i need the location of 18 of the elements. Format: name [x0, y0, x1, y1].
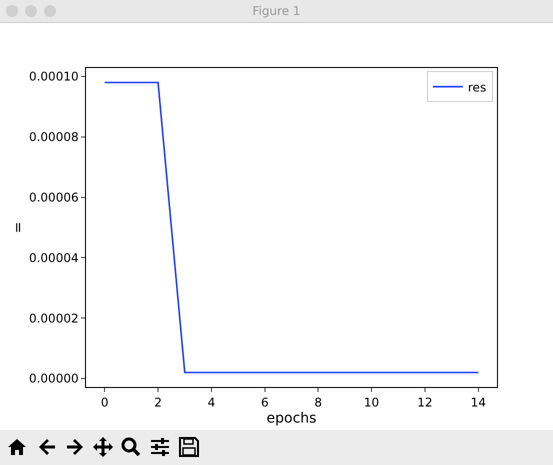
- y-axis-title: =: [10, 222, 27, 234]
- x-tick-label: 4: [208, 395, 216, 410]
- y-tick-label: 0.00000: [28, 372, 79, 386]
- y-tick-label: 0.00002: [28, 311, 79, 326]
- x-tick-label: 2: [154, 395, 162, 410]
- x-tick-label: 14: [470, 395, 486, 410]
- x-tick-label: 10: [364, 395, 380, 410]
- y-tick-label: 0.00008: [28, 130, 79, 144]
- x-tick-label: 8: [314, 395, 322, 410]
- legend-label: res: [468, 80, 486, 94]
- x-axis-title: epochs: [266, 410, 316, 427]
- y-tick-label: 0.00006: [28, 190, 79, 204]
- caption: Figure 1: [251, 4, 302, 18]
- x-tick-label: 0: [100, 395, 108, 410]
- y-tick-label: 0.00010: [28, 70, 79, 84]
- x-tick-label: 12: [417, 395, 433, 410]
- x-tick-label: 6: [260, 395, 269, 410]
- y-tick-label: 0.00004: [28, 250, 79, 265]
